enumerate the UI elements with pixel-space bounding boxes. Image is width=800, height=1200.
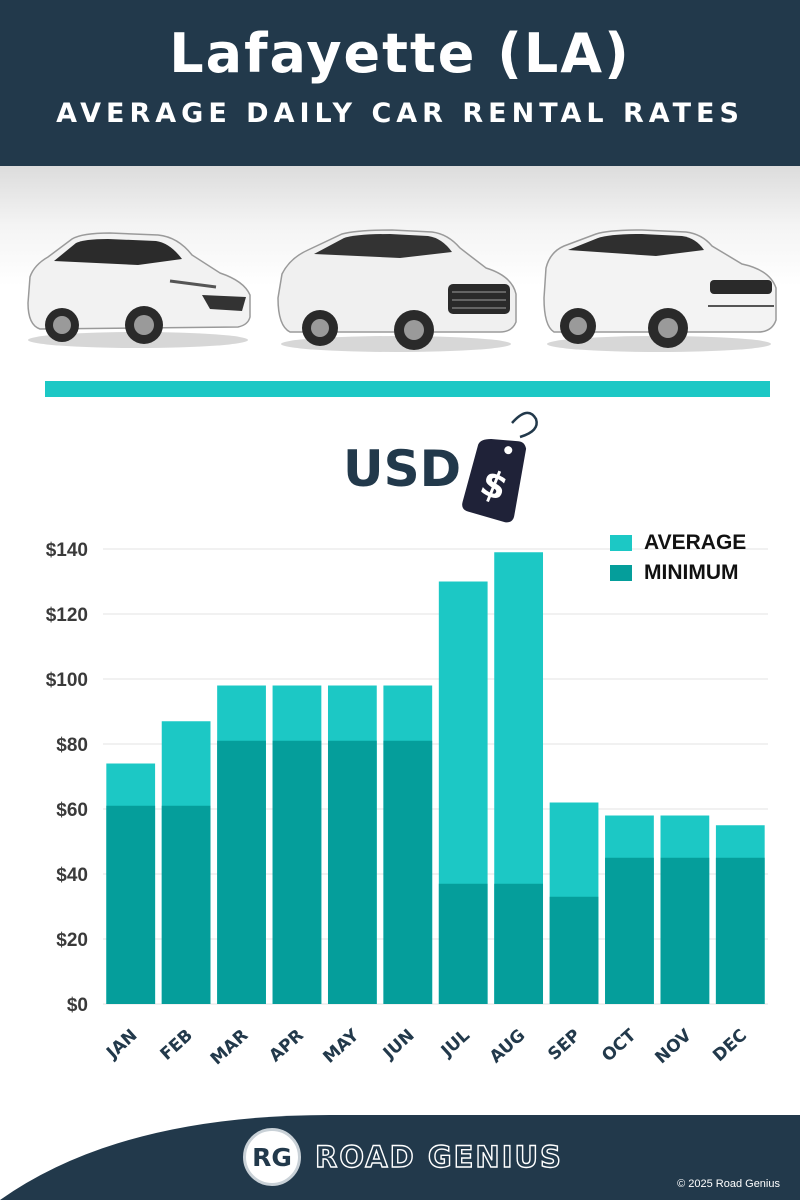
x-tick-label: NOV [651,1025,696,1068]
bar-minimum [715,857,765,1004]
x-tick-label: JUL [437,1025,474,1061]
suv-coupe-car-image [277,229,517,352]
x-tick-label: AUG [486,1025,529,1067]
x-tick-label: OCT [598,1025,640,1066]
legend-label-average: AVERAGE [644,531,747,554]
y-tick-label: $100 [46,670,88,691]
x-tick-label: JAN [102,1025,141,1063]
rental-rates-chart: $0 $20 $40 $60 $80 $100 $120 $140 JAN FEB MAR APR MA… [46,540,768,1069]
bar-minimum [605,857,654,1004]
bar-minimum [272,740,322,1004]
copyright-text: © 2025 Road Genius [677,1178,780,1190]
bar-minimum [549,896,599,1004]
legend-swatch-average [610,535,632,551]
y-tick-label: $140 [46,540,88,561]
brand-name: ROAD GENIUS [314,1139,563,1174]
bar-minimum [660,857,710,1004]
brand-initials: RG [243,1128,301,1186]
x-tick-label: MAR [207,1025,252,1069]
y-tick-label: $40 [56,865,88,886]
y-tick-label: $20 [56,930,88,951]
x-tick-label: JUN [379,1025,419,1064]
header-banner: Lafayette (LA) AVERAGE DAILY CAR RENTAL … [0,0,800,166]
y-tick-label: $0 [67,995,88,1016]
x-tick-label: MAY [319,1025,363,1068]
page-title: Lafayette (LA) [169,22,631,85]
bar-minimum [161,805,211,1004]
currency-label: USD [343,440,462,498]
bar-minimum [106,805,156,1004]
y-tick-label: $120 [46,605,88,626]
x-tick-label: APR [266,1025,308,1066]
bar-minimum [438,883,488,1004]
legend-item-minimum: MINIMUM [610,558,746,588]
y-tick-label: $60 [56,800,88,821]
x-tick-label: FEB [157,1025,197,1064]
x-tick-label: DEC [709,1025,751,1065]
legend-item-average: AVERAGE [610,528,746,558]
x-tick-label: SEP [544,1025,584,1064]
legend-swatch-minimum [610,565,632,581]
bar-minimum [217,740,266,1004]
chart-legend: AVERAGE MINIMUM [610,528,746,588]
bar-minimum [327,740,377,1004]
legend-label-minimum: MINIMUM [644,561,739,584]
footer-banner [0,1115,800,1200]
bar-minimum [494,883,544,1004]
brand-logo: RG ROAD GENIUS [243,1128,563,1186]
y-tick-label: $80 [56,735,88,756]
price-tag-icon: $ [462,411,538,523]
page-subtitle: AVERAGE DAILY CAR RENTAL RATES [56,98,744,129]
divider-bar [45,381,770,397]
luxury-suv-car-image [543,229,777,352]
bar-minimum [383,740,433,1004]
hatchback-car-image [27,232,251,348]
